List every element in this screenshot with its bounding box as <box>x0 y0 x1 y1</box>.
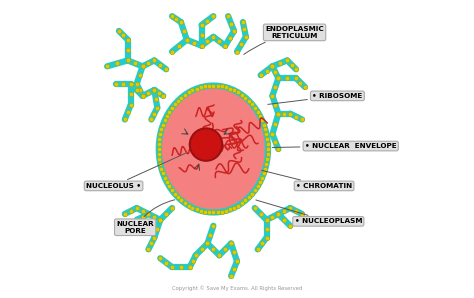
Text: • NUCLEAR  ENVELOPE: • NUCLEAR ENVELOPE <box>272 143 397 149</box>
Text: • RIBOSOME: • RIBOSOME <box>268 93 363 104</box>
Text: Copyright © Save My Exams. All Rights Reserved: Copyright © Save My Exams. All Rights Re… <box>172 286 302 291</box>
Text: ENDOPLASMIC
RETICULUM: ENDOPLASMIC RETICULUM <box>244 26 324 55</box>
Circle shape <box>190 128 222 161</box>
Text: NUCLEAR
PORE: NUCLEAR PORE <box>116 200 174 234</box>
Ellipse shape <box>159 86 268 212</box>
Text: NUCLEOLUS •: NUCLEOLUS • <box>86 153 186 189</box>
Text: • CHROMATIN: • CHROMATIN <box>262 170 352 189</box>
Text: • NUCLEOPLASM: • NUCLEOPLASM <box>256 200 362 224</box>
